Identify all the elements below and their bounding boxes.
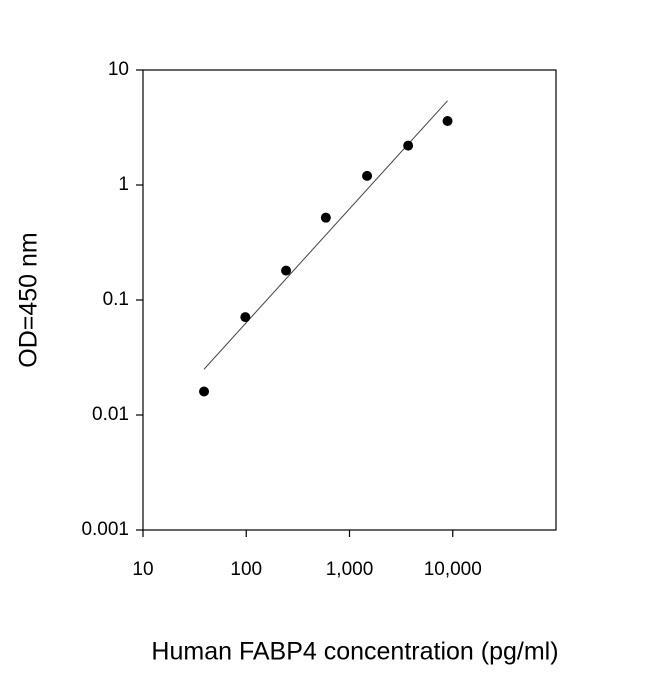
y-tick-label: 0.01: [92, 404, 129, 425]
x-tick-label: 10: [132, 559, 153, 580]
data-point: [320, 212, 331, 223]
data-point: [442, 116, 453, 127]
data-point: [281, 265, 292, 276]
y-tick-label: 1: [118, 174, 129, 195]
plot-frame: [142, 69, 557, 531]
y-tick-label: 0.1: [103, 289, 129, 310]
y-tick-label: 0.001: [81, 519, 129, 540]
data-point: [362, 170, 373, 181]
data-point: [403, 140, 414, 151]
data-point: [199, 386, 210, 397]
y-axis-label: OD=450 nm: [15, 232, 43, 368]
y-tick-label: 10: [108, 59, 129, 80]
x-tick-label: 10,000: [424, 559, 482, 580]
data-point: [240, 312, 251, 323]
trendline: [203, 100, 448, 370]
x-tick-label: 1,000: [326, 559, 374, 580]
x-axis-label: Human FABP4 concentration (pg/ml): [151, 638, 558, 666]
x-tick-label: 100: [230, 559, 262, 580]
